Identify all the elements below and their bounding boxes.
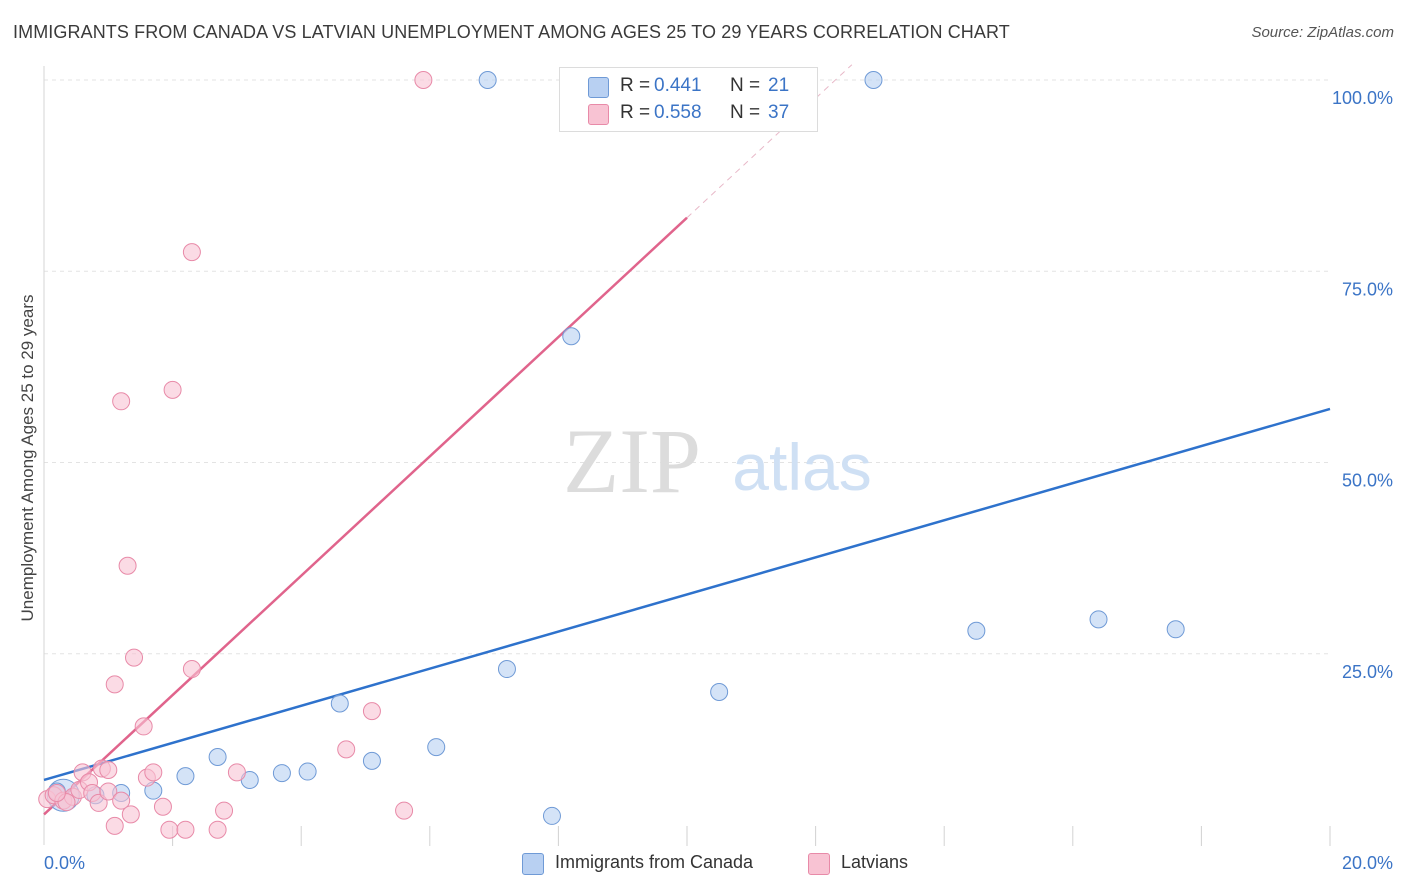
data-point-latvians	[144, 763, 163, 782]
chart-title: IMMIGRANTS FROM CANADA VS LATVIAN UNEMPL…	[13, 22, 1010, 42]
data-point-latvians	[215, 801, 234, 820]
data-point-canada	[1166, 620, 1185, 639]
data-point-canada	[542, 806, 561, 825]
data-point-latvians	[99, 782, 118, 801]
data-point-latvians	[362, 702, 381, 721]
legend-r-value: 0.558	[654, 102, 702, 123]
legend-n-value: 21	[768, 75, 790, 96]
data-point-latvians	[89, 793, 108, 812]
legend-n-value: 37	[768, 102, 790, 123]
data-point-latvians	[414, 71, 433, 89]
data-point-latvians	[99, 761, 118, 780]
data-point-canada	[478, 71, 497, 89]
watermark-zip: ZIP	[563, 410, 701, 512]
y-axis-label: Unemployment Among Ages 25 to 29 years	[18, 294, 37, 622]
data-point-latvians	[153, 797, 172, 816]
data-point-canada	[330, 694, 349, 713]
x-tick-labels: 0.0% 20.0%	[44, 853, 1393, 873]
data-point-canada	[864, 71, 883, 89]
x-tick-label: 20.0%	[1342, 853, 1393, 873]
data-point-canada	[710, 683, 729, 701]
data-points	[38, 71, 1185, 839]
y-tick-label: 75.0%	[1342, 279, 1393, 299]
data-point-latvians	[337, 740, 356, 759]
watermark-atlas: atlas	[732, 430, 871, 504]
data-point-latvians	[134, 717, 153, 736]
legend-swatch-blue	[588, 77, 609, 98]
bottom-legend-swatch-pink	[808, 853, 830, 875]
data-point-latvians	[112, 392, 131, 411]
data-point-latvians	[182, 243, 201, 262]
data-point-canada	[967, 621, 986, 640]
legend-row-canada: R = 0.441 N = 21	[560, 73, 817, 101]
legend-r-label: R =	[620, 75, 651, 96]
trendline-latvians-extension	[686, 64, 853, 219]
data-point-latvians	[105, 675, 124, 694]
x-tick-marks	[172, 826, 1331, 846]
data-point-canada	[562, 327, 581, 346]
x-tick-label: 0.0%	[44, 853, 85, 873]
watermark: ZIP atlas	[563, 410, 872, 512]
data-point-latvians	[163, 380, 182, 399]
data-point-latvians	[118, 556, 137, 575]
legend-r-value: 0.441	[654, 75, 702, 96]
data-point-latvians	[105, 816, 124, 835]
legend-n-label: N =	[730, 102, 761, 123]
data-point-latvians	[47, 783, 66, 802]
source-label: Source: ZipAtlas.com	[1251, 24, 1394, 41]
legend-r-label: R =	[620, 102, 651, 123]
trendline-latvians	[43, 216, 688, 816]
data-point-canada	[497, 660, 516, 679]
data-point-latvians	[227, 763, 246, 782]
data-point-canada	[272, 764, 291, 783]
trendlines	[43, 64, 1331, 816]
data-point-latvians	[121, 805, 140, 824]
data-point-latvians	[112, 791, 131, 810]
y-tick-labels: 25.0% 50.0% 75.0% 100.0%	[1332, 88, 1393, 682]
data-point-latvians	[125, 648, 144, 667]
y-tick-label: 25.0%	[1342, 662, 1393, 682]
data-point-canada	[362, 751, 381, 770]
bottom-legend-label: Latvians	[841, 852, 909, 872]
data-point-latvians	[208, 820, 227, 839]
data-point-latvians	[176, 820, 195, 839]
y-tick-label: 100.0%	[1332, 88, 1393, 108]
bottom-legend-label: Immigrants from Canada	[555, 852, 754, 872]
data-point-latvians	[160, 820, 179, 839]
y-tick-label: 50.0%	[1342, 471, 1393, 491]
data-point-canada	[208, 748, 227, 767]
bottom-legend-swatch-blue	[522, 853, 544, 875]
data-point-latvians	[395, 801, 414, 820]
legend-row-latvians: R = 0.558 N = 37	[560, 100, 817, 128]
data-point-canada	[427, 738, 446, 757]
legend-swatch-pink	[588, 104, 609, 125]
correlation-legend: R = 0.441 N = 21 R = 0.558 N = 37	[559, 67, 818, 132]
data-point-canada	[1089, 610, 1108, 629]
data-point-canada	[298, 762, 317, 781]
legend-n-label: N =	[730, 75, 761, 96]
data-point-latvians	[182, 660, 201, 679]
trendline-canada	[43, 407, 1331, 782]
data-point-canada	[176, 767, 195, 786]
